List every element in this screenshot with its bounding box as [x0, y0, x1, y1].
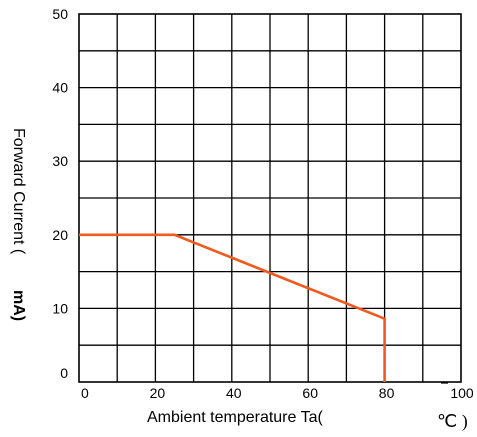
x-tick-label: 100 [450, 385, 474, 401]
y-tick-label: 30 [52, 153, 68, 169]
y-axis-title: Forward Current ( [10, 128, 27, 255]
x-tick-label: 40 [226, 385, 242, 401]
x-axis-title: Ambient temperature Ta( [147, 409, 323, 426]
y-tick-label: 40 [52, 80, 68, 96]
y-tick-labels: 0 10 20 30 40 50 [52, 6, 68, 381]
y-tick-label: 10 [52, 300, 68, 316]
series-layer [79, 233, 386, 382]
x-tick-labels: 0 20 40 60 80 100 [81, 385, 474, 401]
x-axis-unit: ℃ ) [437, 411, 468, 432]
y-tick-label: 50 [52, 6, 68, 22]
x-tick-label: 60 [302, 385, 318, 401]
plot-frame [78, 13, 462, 383]
y-axis-unit: mA) [10, 290, 27, 321]
x-tick-label: 80 [379, 385, 395, 401]
y-tick-label: 0 [60, 365, 68, 381]
plot-border [78, 13, 462, 383]
grid [79, 14, 461, 382]
x-tick-label: 20 [150, 385, 166, 401]
series-line-0 [79, 233, 386, 382]
y-tick-label: 20 [52, 227, 68, 243]
x-tick-label: 0 [81, 385, 89, 401]
